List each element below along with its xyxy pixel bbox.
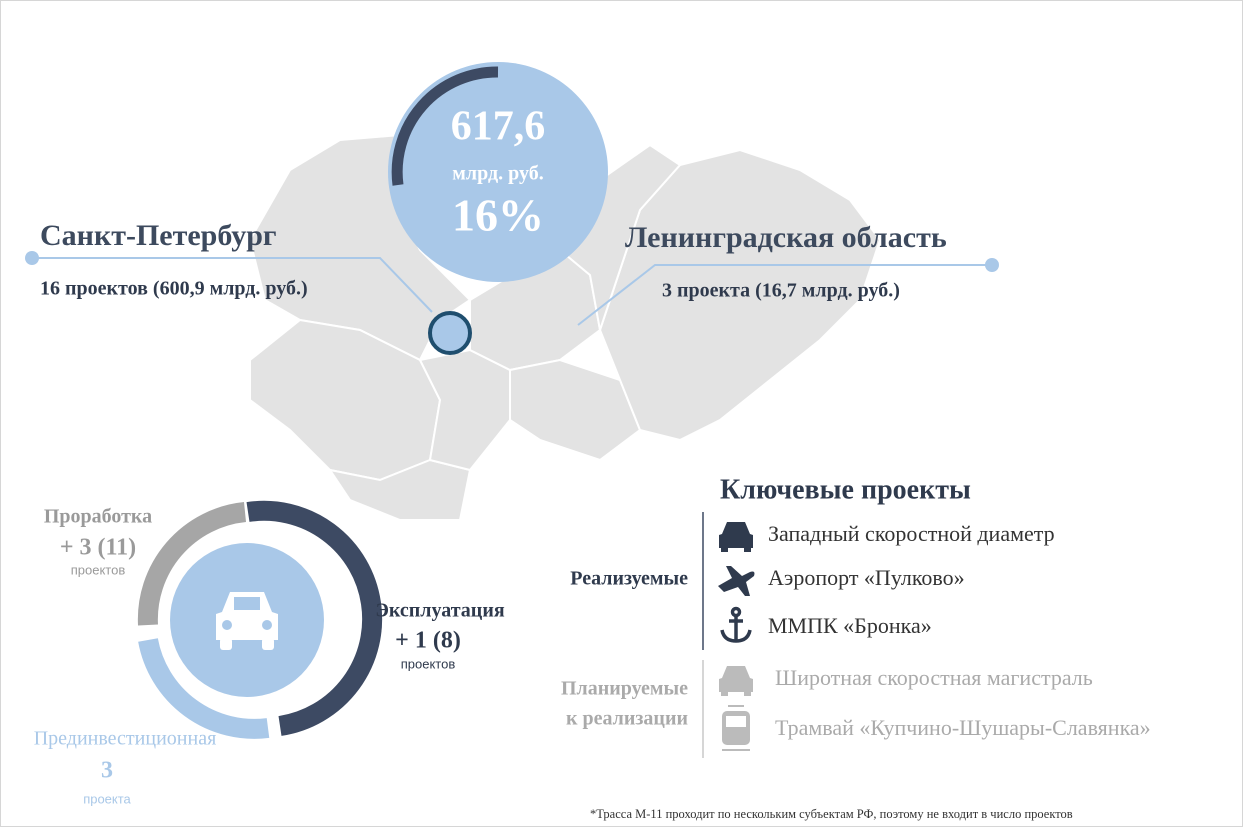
stage-unit: проектов bbox=[401, 656, 456, 671]
stage-count: + 3 (11) bbox=[60, 535, 136, 561]
footnote: *Трасса М-11 проходит по нескольким субъ… bbox=[590, 807, 1073, 821]
group-label: Планируемые bbox=[561, 678, 688, 700]
tram-icon bbox=[722, 705, 750, 751]
key-title: Ключевые проекты bbox=[720, 474, 971, 505]
total-share: 16% bbox=[452, 190, 544, 241]
car-icon bbox=[719, 522, 753, 552]
stage-name: Проработка bbox=[44, 506, 152, 528]
stage-unit: проектов bbox=[71, 562, 126, 577]
callout-line bbox=[32, 257, 433, 313]
donut-arc bbox=[138, 637, 270, 739]
donut-arc bbox=[246, 500, 383, 736]
car-icon bbox=[719, 666, 753, 696]
stage-name: Эксплуатация bbox=[375, 600, 505, 622]
region-detail: 3 проекта (16,7 млрд. руб.) bbox=[662, 280, 900, 302]
spb-marker bbox=[428, 311, 472, 355]
map bbox=[248, 133, 882, 521]
plane-icon bbox=[718, 566, 755, 596]
stage-count: 3 bbox=[101, 758, 113, 784]
map-region bbox=[558, 143, 682, 331]
project-item: Аэропорт «Пулково» bbox=[768, 565, 965, 590]
region-name: Ленинградская область bbox=[625, 221, 947, 254]
project-item: Западный скоростной диаметр bbox=[768, 521, 1055, 546]
stage-count: + 1 (8) bbox=[395, 628, 461, 654]
callout-dot bbox=[985, 258, 999, 272]
map-region bbox=[327, 458, 472, 521]
anchor-icon bbox=[720, 606, 752, 643]
map-region bbox=[598, 148, 882, 442]
callout-dot bbox=[25, 251, 39, 265]
total-value: 617,6 bbox=[451, 104, 546, 150]
stage-unit: проекта bbox=[83, 791, 131, 806]
map-region bbox=[509, 358, 642, 462]
total-arc bbox=[391, 66, 499, 186]
total-circle bbox=[388, 62, 608, 282]
total-unit: млрд. руб. bbox=[452, 163, 543, 185]
project-item: Трамвай «Купчино-Шушары-Славянка» bbox=[775, 715, 1151, 740]
group-label: Реализуемые bbox=[570, 568, 688, 590]
callout-line bbox=[577, 264, 990, 326]
group-label: к реализации bbox=[566, 708, 688, 730]
stage-name: Прединвестиционная bbox=[34, 728, 217, 750]
region-detail: 16 проектов (600,9 млрд. руб.) bbox=[40, 278, 308, 300]
donut-arc bbox=[137, 502, 247, 626]
project-item: ММПК «Бронка» bbox=[768, 613, 932, 638]
car-icon bbox=[216, 592, 278, 650]
project-item: Широтная скоростная магистраль bbox=[775, 665, 1093, 690]
region-name: Санкт-Петербург bbox=[40, 219, 277, 252]
